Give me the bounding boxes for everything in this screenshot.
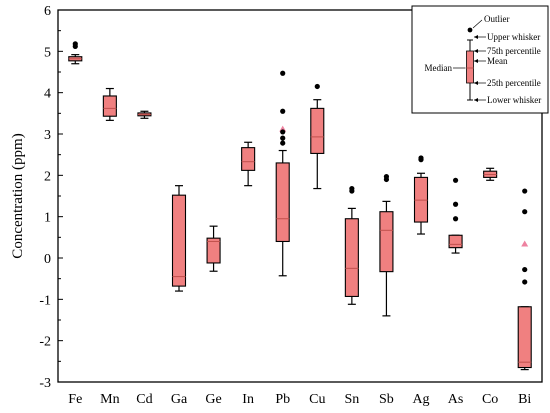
legend-frame bbox=[411, 5, 549, 114]
legend-p25-arrowhead bbox=[474, 81, 478, 85]
iqr-box bbox=[171, 194, 187, 287]
box-ag bbox=[413, 155, 429, 235]
x-tick-label: Ga bbox=[171, 392, 188, 407]
outlier-point bbox=[522, 279, 528, 285]
legend-box bbox=[466, 50, 474, 84]
outlier-point bbox=[280, 108, 286, 114]
y-tick-label: -1 bbox=[39, 293, 51, 308]
box-in bbox=[241, 141, 256, 187]
mean-marker bbox=[521, 240, 529, 247]
y-tick-label: 4 bbox=[44, 87, 51, 102]
outlier-point bbox=[522, 266, 528, 273]
legend-upper-whisker-label: Upper whisker bbox=[487, 32, 540, 42]
x-tick-label: Bi bbox=[518, 392, 531, 407]
box-fe bbox=[68, 41, 83, 65]
outlier-point bbox=[72, 41, 78, 47]
x-tick-label: In bbox=[242, 392, 254, 407]
y-tick-label: 6 bbox=[44, 4, 51, 19]
outlier-point bbox=[452, 177, 459, 183]
x-tick-label: Ag bbox=[412, 392, 429, 407]
y-tick-label: 5 bbox=[44, 45, 51, 60]
outlier-point bbox=[349, 185, 355, 192]
y-tick-label: 0 bbox=[44, 252, 51, 267]
y-tick-label: -2 bbox=[39, 335, 51, 350]
iqr-box bbox=[102, 95, 117, 117]
box-ge bbox=[206, 225, 221, 272]
legend-outlier-arrow bbox=[472, 19, 483, 29]
outlier-point bbox=[383, 173, 390, 180]
legend-mean-arrowhead bbox=[474, 59, 478, 63]
box-as bbox=[448, 177, 463, 254]
outlier-point bbox=[522, 188, 528, 194]
x-tick-label: Ge bbox=[205, 392, 221, 407]
x-tick-label: Sb bbox=[379, 392, 394, 407]
legend-outlier-label: Outlier bbox=[484, 14, 510, 24]
box-sb bbox=[379, 173, 394, 317]
outlier-point bbox=[280, 129, 286, 135]
outlier-point bbox=[522, 209, 528, 215]
iqr-box bbox=[379, 211, 394, 273]
x-tick-label: Mn bbox=[100, 392, 119, 407]
box-pb bbox=[275, 70, 290, 277]
x-tick-label: Pb bbox=[275, 392, 290, 407]
legend-mean-label: Mean bbox=[487, 56, 508, 66]
outlier-point bbox=[280, 70, 286, 76]
iqr-box bbox=[448, 234, 463, 249]
y-tick-label: -3 bbox=[39, 376, 51, 391]
plot-area: -3 -2 -1 0 1 2 3 4 5 6 Concentration (ppm) Fe Mn Cd Ga… bbox=[10, 4, 543, 407]
legend-upper-whisker-arrowhead bbox=[474, 35, 478, 39]
iqr-box bbox=[241, 147, 256, 171]
outlier-point bbox=[452, 216, 459, 222]
legend-lower-whisker-arrowhead bbox=[474, 98, 478, 102]
legend-median-label: Median bbox=[425, 63, 453, 73]
box-bi bbox=[517, 188, 532, 371]
y-tick-label: 2 bbox=[44, 169, 51, 184]
box-mn bbox=[102, 87, 117, 121]
y-axis-title: Concentration (ppm) bbox=[10, 133, 26, 258]
box-ga bbox=[171, 185, 187, 292]
x-tick-label: Cd bbox=[136, 392, 152, 407]
x-tick-label: Sn bbox=[344, 392, 359, 407]
legend-lower-whisker-label: Lower whisker bbox=[487, 95, 541, 105]
legend-p75-arrowhead bbox=[474, 49, 478, 53]
legend-outlier-point bbox=[467, 27, 473, 33]
iqr-box bbox=[275, 162, 290, 243]
outlier-point bbox=[418, 155, 424, 161]
x-tick-label: Fe bbox=[68, 392, 82, 407]
y-tick-label: 3 bbox=[44, 128, 51, 143]
legend-p75-label: 75th percentile bbox=[487, 46, 541, 56]
x-tick-label: As bbox=[448, 392, 464, 407]
outlier-point bbox=[280, 140, 286, 146]
box-co bbox=[483, 167, 498, 181]
outlier-point bbox=[314, 83, 320, 90]
x-tick-label: Co bbox=[482, 392, 498, 407]
box-cd bbox=[137, 110, 152, 119]
outlier-point bbox=[452, 201, 459, 207]
iqr-box bbox=[206, 237, 221, 264]
box-sn bbox=[344, 185, 359, 305]
outlier-point bbox=[280, 135, 286, 141]
box-cu bbox=[310, 83, 325, 190]
y-tick-label: 1 bbox=[44, 211, 51, 226]
legend-p25-label: 25th percentile bbox=[487, 78, 541, 88]
iqr-box bbox=[310, 107, 325, 154]
x-tick-label: Cu bbox=[309, 392, 325, 407]
iqr-box bbox=[517, 306, 532, 369]
iqr-box bbox=[344, 218, 359, 297]
